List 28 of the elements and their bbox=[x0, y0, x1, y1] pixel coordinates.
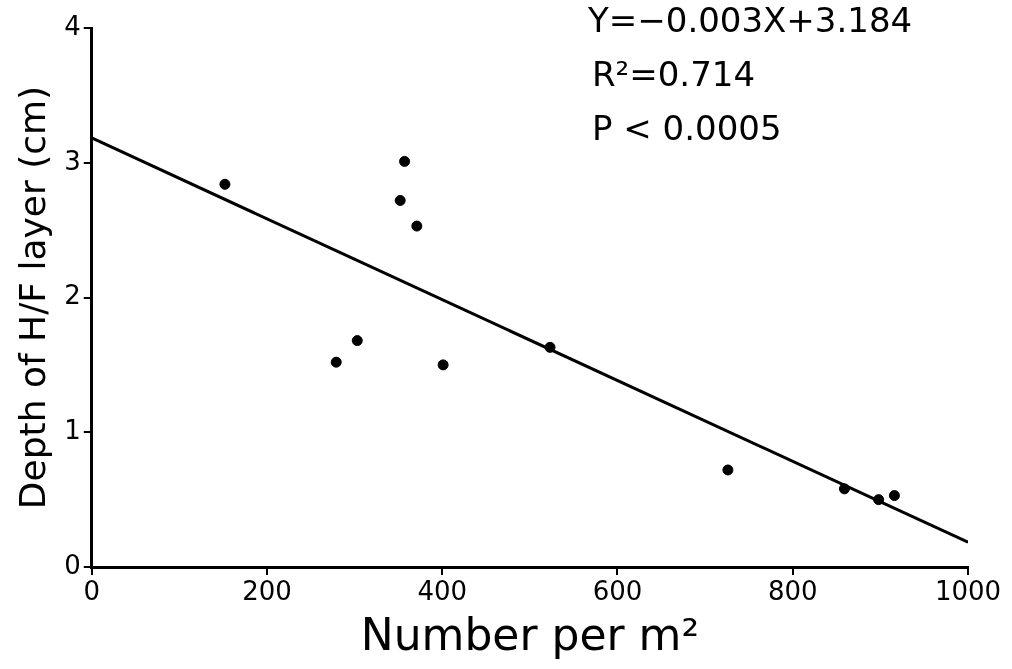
point bbox=[873, 494, 885, 506]
y-tick-label: 0 bbox=[64, 549, 81, 580]
annotation: Y=−0.003X+3.184 bbox=[587, 0, 913, 40]
x-tick-label: 200 bbox=[242, 576, 292, 607]
y-axis-title: Depth of H/F layer (cm) bbox=[11, 85, 53, 510]
point bbox=[411, 220, 423, 232]
annotation: R²=0.714 bbox=[592, 53, 756, 94]
x-tick-label: 800 bbox=[767, 576, 818, 607]
y-tick-label: 4 bbox=[64, 10, 81, 41]
point bbox=[219, 178, 231, 190]
point bbox=[394, 194, 406, 206]
x-tick-label: 1000 bbox=[934, 576, 1002, 607]
y-tick-label: 1 bbox=[64, 415, 81, 445]
x-axis-title: Number per m² bbox=[360, 609, 700, 661]
point bbox=[351, 335, 363, 347]
point bbox=[330, 356, 342, 368]
point bbox=[544, 341, 556, 353]
x-tick-label: 0 bbox=[83, 576, 101, 607]
point bbox=[437, 359, 449, 371]
y-tick-label: 2 bbox=[64, 280, 81, 311]
y-tick-label: 3 bbox=[64, 145, 81, 176]
point bbox=[722, 464, 734, 476]
x-tick-label: 600 bbox=[592, 576, 643, 607]
point bbox=[399, 155, 411, 167]
annotation: P < 0.0005 bbox=[592, 107, 782, 148]
point bbox=[838, 483, 850, 495]
point bbox=[888, 490, 900, 502]
x-tick-label: 400 bbox=[417, 576, 468, 607]
